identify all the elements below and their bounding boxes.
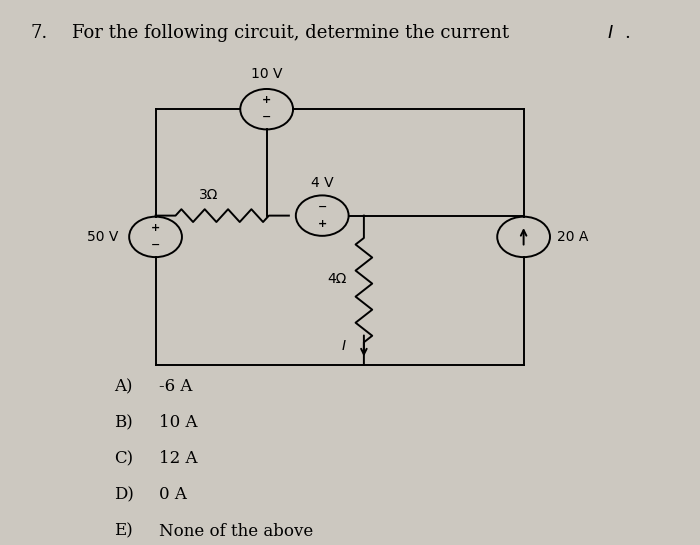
Text: For the following circuit, determine the current: For the following circuit, determine the… [72,24,515,42]
Text: None of the above: None of the above [159,523,314,540]
Text: -6 A: -6 A [159,378,192,395]
Text: E): E) [114,523,132,540]
Text: $I$: $I$ [341,339,346,353]
Text: C): C) [114,450,133,467]
Text: −: − [318,202,327,211]
Text: 3Ω: 3Ω [199,189,218,202]
Text: $I$: $I$ [607,24,614,42]
Text: −: − [151,240,160,250]
Text: −: − [262,112,272,122]
Text: 10 A: 10 A [159,414,197,431]
Text: 12 A: 12 A [159,450,197,467]
Text: D): D) [114,487,134,504]
Text: 4Ω: 4Ω [327,272,346,287]
Text: 20 A: 20 A [557,230,588,244]
Text: 10 V: 10 V [251,67,282,81]
Text: +: + [262,95,272,105]
Text: A): A) [114,378,132,395]
Text: 0 A: 0 A [159,487,187,504]
Text: 50 V: 50 V [88,230,119,244]
Text: .: . [624,24,630,42]
Text: B): B) [114,414,132,431]
Text: 4 V: 4 V [311,176,333,190]
Text: +: + [318,219,327,229]
Text: 7.: 7. [31,24,48,42]
Text: +: + [151,223,160,233]
